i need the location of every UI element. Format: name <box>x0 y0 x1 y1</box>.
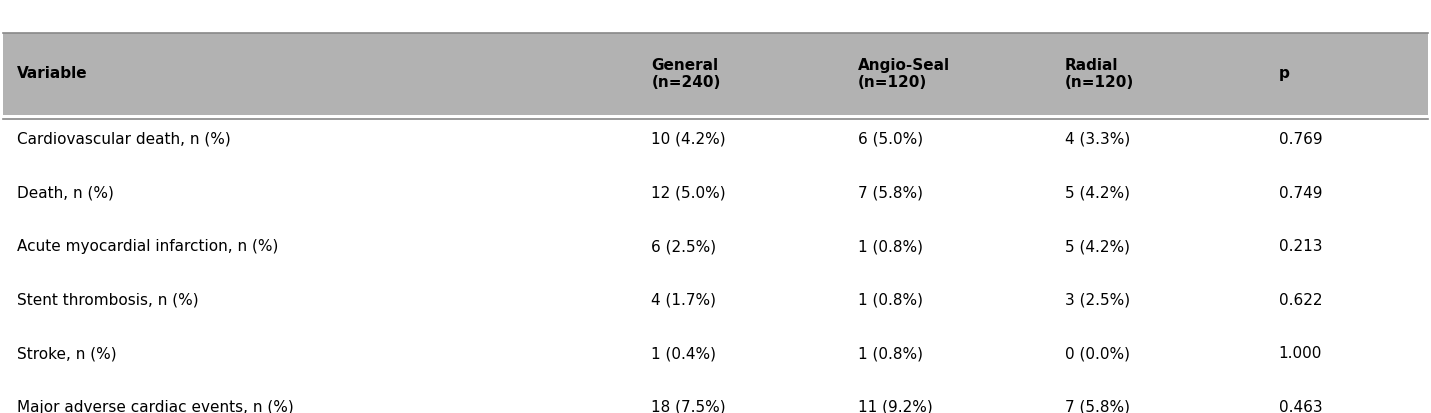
Text: 10 (4.2%): 10 (4.2%) <box>651 132 726 147</box>
Text: Variable: Variable <box>17 66 87 81</box>
Text: 6 (2.5%): 6 (2.5%) <box>651 239 717 254</box>
Text: 18 (7.5%): 18 (7.5%) <box>651 400 726 413</box>
Text: Angio-Seal
(n=120): Angio-Seal (n=120) <box>859 58 950 90</box>
Text: General
(n=240): General (n=240) <box>651 58 721 90</box>
Text: p: p <box>1278 66 1289 81</box>
Text: 6 (5.0%): 6 (5.0%) <box>859 132 923 147</box>
Text: 0.213: 0.213 <box>1278 239 1322 254</box>
Text: 12 (5.0%): 12 (5.0%) <box>651 185 726 201</box>
Text: 7 (5.8%): 7 (5.8%) <box>859 185 923 201</box>
Text: 0 (0.0%): 0 (0.0%) <box>1065 346 1129 361</box>
Text: 1 (0.8%): 1 (0.8%) <box>859 346 923 361</box>
Text: 0.769: 0.769 <box>1278 132 1322 147</box>
Text: 1 (0.8%): 1 (0.8%) <box>859 239 923 254</box>
Text: 3 (2.5%): 3 (2.5%) <box>1065 293 1130 308</box>
Text: Stroke, n (%): Stroke, n (%) <box>17 346 117 361</box>
Text: 0.622: 0.622 <box>1278 293 1322 308</box>
FancyBboxPatch shape <box>3 33 1428 115</box>
Text: 1 (0.8%): 1 (0.8%) <box>859 293 923 308</box>
Text: Cardiovascular death, n (%): Cardiovascular death, n (%) <box>17 132 230 147</box>
Text: 0.463: 0.463 <box>1278 400 1322 413</box>
Text: 11 (9.2%): 11 (9.2%) <box>859 400 933 413</box>
Text: Acute myocardial infarction, n (%): Acute myocardial infarction, n (%) <box>17 239 279 254</box>
Text: 7 (5.8%): 7 (5.8%) <box>1065 400 1129 413</box>
Text: Stent thrombosis, n (%): Stent thrombosis, n (%) <box>17 293 199 308</box>
Text: Major adverse cardiac events, n (%): Major adverse cardiac events, n (%) <box>17 400 293 413</box>
Text: Radial
(n=120): Radial (n=120) <box>1065 58 1133 90</box>
Text: 5 (4.2%): 5 (4.2%) <box>1065 239 1129 254</box>
Text: 5 (4.2%): 5 (4.2%) <box>1065 185 1129 201</box>
Text: 0.749: 0.749 <box>1278 185 1322 201</box>
Text: 4 (1.7%): 4 (1.7%) <box>651 293 717 308</box>
Text: 1.000: 1.000 <box>1278 346 1322 361</box>
Text: Death, n (%): Death, n (%) <box>17 185 114 201</box>
Text: 4 (3.3%): 4 (3.3%) <box>1065 132 1130 147</box>
Text: 1 (0.4%): 1 (0.4%) <box>651 346 717 361</box>
